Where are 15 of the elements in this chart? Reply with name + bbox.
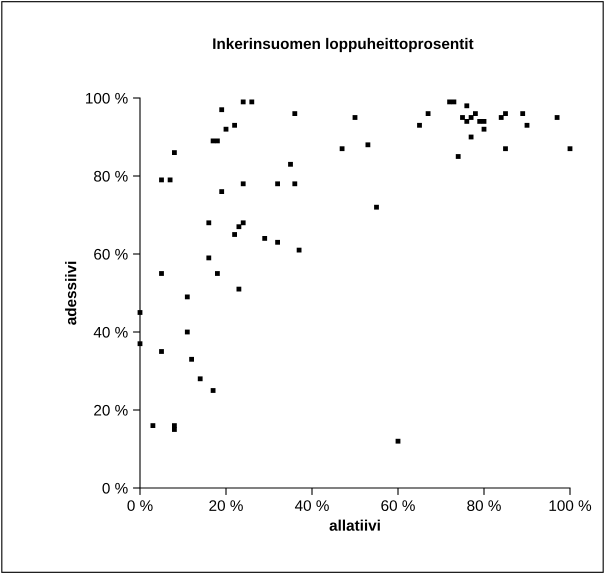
x-tick-label: 60 % <box>381 500 415 512</box>
y-tick-label: 80 % <box>94 170 128 182</box>
x-axis-title: allatiivi <box>330 520 380 531</box>
y-tick-label: 20 % <box>94 404 128 416</box>
y-tick-label: 40 % <box>94 326 128 338</box>
x-tick-label: 20 % <box>209 500 243 512</box>
x-tick-label: 80 % <box>467 500 501 512</box>
y-tick-label: 0 % <box>102 482 128 494</box>
y-tick-label: 60 % <box>94 248 128 260</box>
x-tick-label: 0 % <box>127 500 153 512</box>
x-tick-label: 100 % <box>550 500 592 512</box>
x-tick-label: 40 % <box>294 500 329 512</box>
y-tick-label: 100 % <box>86 92 128 104</box>
chart-title: Inkerinsuomen loppuheittoprosentit <box>213 38 474 52</box>
y-axis-title: adessiivi <box>65 262 76 325</box>
